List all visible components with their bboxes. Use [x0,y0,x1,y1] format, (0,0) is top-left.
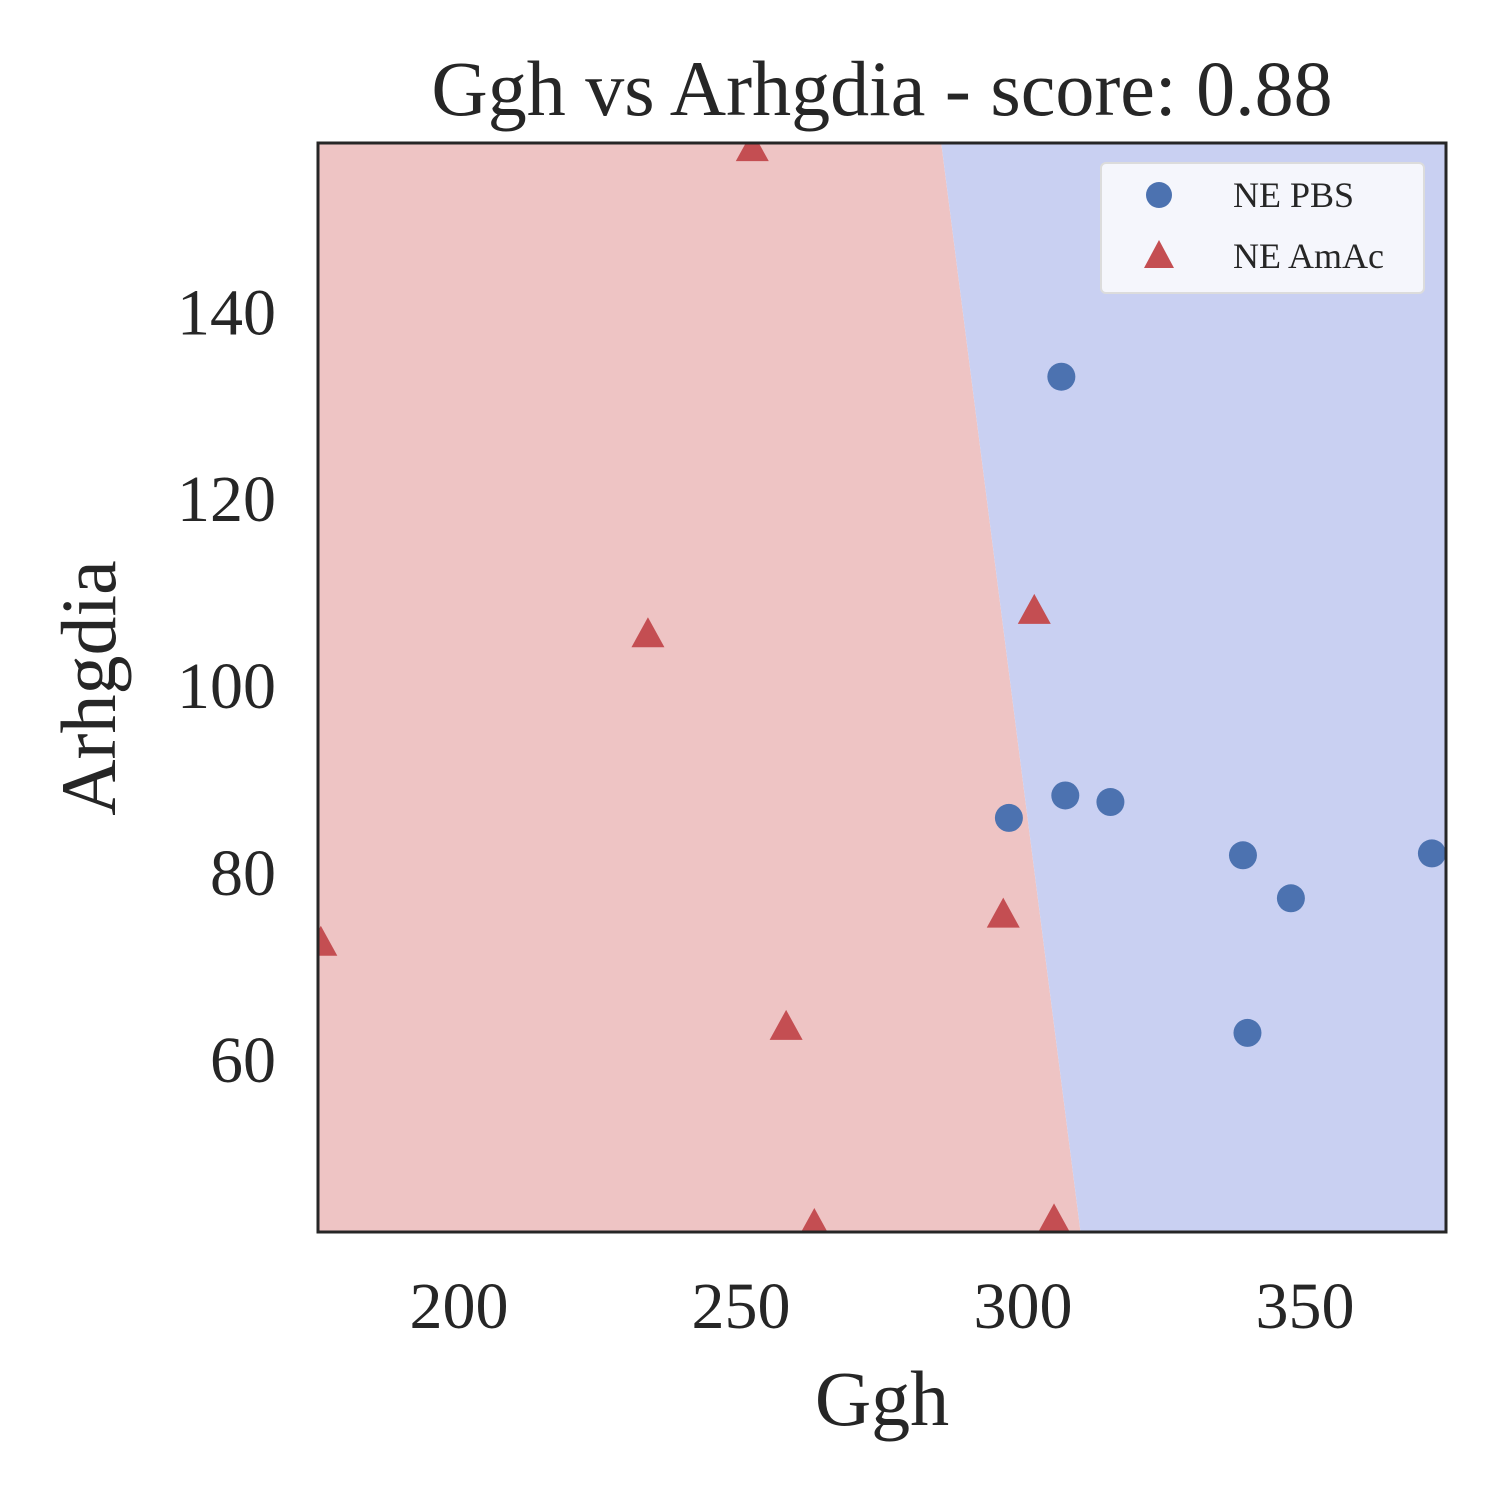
x-tick-label-300: 300 [974,1270,1073,1343]
point-ne-pbs-4 [1228,841,1257,870]
x-tick-label-250: 250 [692,1270,791,1343]
point-ne-amac-6 [801,1208,828,1232]
region-ne-amac [318,143,1081,1232]
y-axis-label: Arhgdia [45,560,132,816]
point-ne-amac-5 [769,1009,803,1040]
point-ne-pbs-0 [1047,362,1076,391]
legend-box [1100,162,1425,294]
point-ne-pbs-7 [1417,839,1446,868]
chart-title: Ggh vs Arhgdia - score: 0.88 [431,45,1332,132]
x-axis-label: Ggh [815,1355,949,1442]
y-tick-label-80: 80 [210,837,276,910]
point-ne-amac-2 [1017,593,1051,624]
point-ne-amac-7 [1038,1203,1070,1232]
y-tick-label-140: 140 [177,276,276,349]
legend: NE PBS NE AmAc [1100,162,1425,294]
point-ne-pbs-3 [1096,788,1125,817]
plot-frame [316,141,1448,1234]
point-ne-pbs-6 [1233,1018,1262,1047]
y-tick-label-120: 120 [177,463,276,536]
region-ne-pbs [941,143,1446,1232]
x-tick-label-350: 350 [1256,1270,1355,1343]
point-ne-amac-4 [318,925,338,956]
point-ne-pbs-5 [1276,884,1305,913]
legend-marker-ne-amac [1144,240,1174,268]
y-tick-label-100: 100 [177,650,276,723]
point-ne-pbs-2 [1051,781,1080,810]
y-tick-label-60: 60 [210,1024,276,1097]
point-ne-pbs-1 [994,803,1023,832]
legend-label-ne-amac: NE AmAc [1233,236,1384,276]
legend-marker-ne-pbs [1146,182,1172,208]
point-ne-amac-3 [986,897,1020,928]
legend-label-ne-pbs: NE PBS [1233,175,1354,215]
x-tick-label-200: 200 [410,1270,509,1343]
point-ne-amac-1 [631,617,665,648]
point-ne-amac-0 [735,143,769,162]
